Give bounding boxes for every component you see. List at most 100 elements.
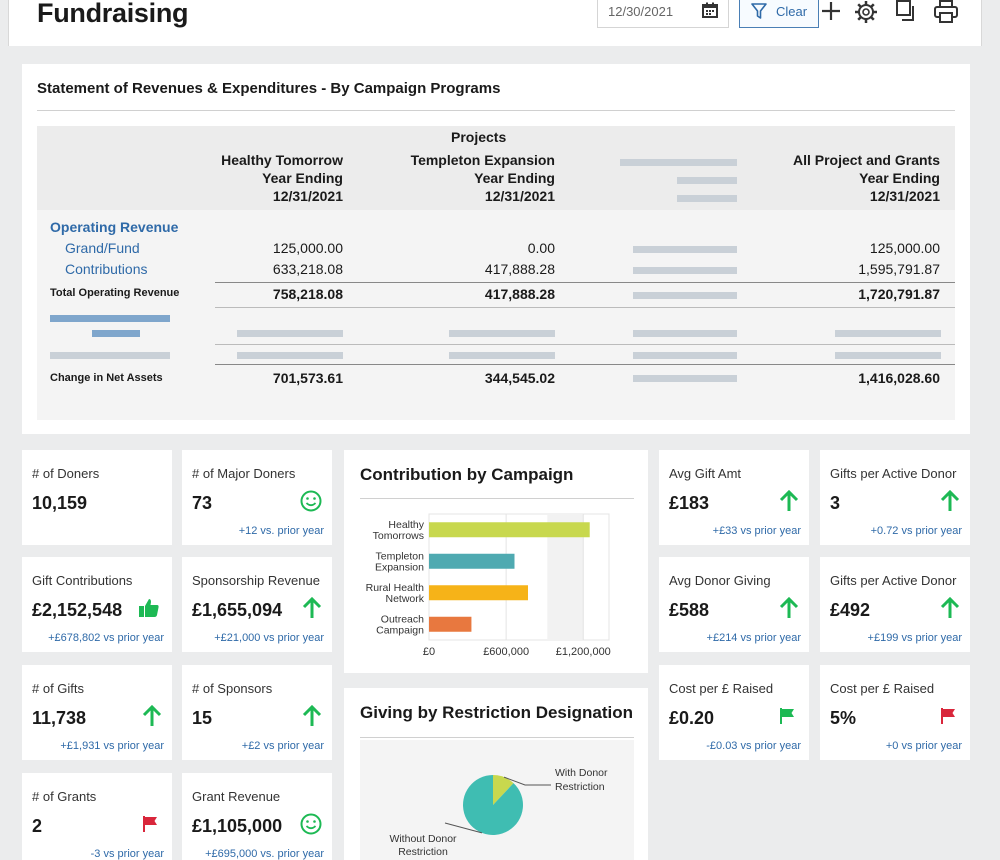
- leader-line: [503, 776, 551, 786]
- kpi-value: 3: [830, 493, 841, 513]
- statement-title: Statement of Revenues & Expenditures - B…: [37, 80, 501, 97]
- cell-grand-fund-templeton: 0.00: [527, 240, 555, 256]
- kpi-card-gifts-per-donor[interactable]: Gifts per Active Donor 3 +0.72 vs prior …: [820, 450, 970, 545]
- row-label-grand-fund[interactable]: Grand/Fund: [65, 240, 140, 256]
- bar-outreach-campaign[interactable]: [429, 616, 472, 632]
- kpi-card-major-doners[interactable]: # of Major Doners 73 +12 vs. prior year: [182, 450, 332, 545]
- date-picker[interactable]: 12/30/2021: [597, 0, 729, 28]
- kpi-card-sponsors[interactable]: # of Sponsors 15 +£2 vs prior year: [182, 665, 332, 760]
- gear-icon[interactable]: [854, 0, 878, 24]
- clear-filter-button[interactable]: Clear: [739, 0, 819, 28]
- pie-label: Without Donor: [389, 833, 457, 845]
- page-header: Fundraising 12/30/2021 Clear: [8, 0, 982, 46]
- kpi-label: Avg Gift Amt: [669, 466, 742, 481]
- projects-header: Projects: [451, 129, 507, 145]
- arrow-up-icon: [302, 597, 322, 618]
- cell-change-healthy: 701,573.61: [272, 370, 343, 386]
- filter-icon: [751, 3, 767, 19]
- kpi-comparison: +12 vs. prior year: [238, 525, 324, 537]
- kpi-value: 11,738: [32, 708, 87, 728]
- statement-table-header: [37, 126, 955, 210]
- kpi-card-cost-per-raised-percent[interactable]: Cost per £ Raised 5% +0 vs prior year: [820, 665, 970, 760]
- cell-contributions-templeton: 417,888.28: [484, 261, 555, 277]
- kpi-card-doners[interactable]: # of Doners 10,159: [22, 450, 172, 545]
- col-templeton-date: 12/31/2021: [484, 188, 555, 204]
- kpi-value: £2,152,548: [32, 600, 123, 620]
- kpi-label: Cost per £ Raised: [830, 681, 935, 696]
- placeholder-bar: [633, 246, 737, 253]
- bar-rural-health-network[interactable]: [429, 585, 528, 601]
- row-label-total-operating: Total Operating Revenue: [50, 287, 180, 299]
- kpi-label: # of Gifts: [32, 681, 85, 696]
- divider: [215, 344, 955, 345]
- row-label-change-net-assets: Change in Net Assets: [50, 372, 163, 384]
- divider: [215, 307, 955, 308]
- cell-change-templeton: 344,545.02: [484, 370, 555, 386]
- page-title: Fundraising: [37, 0, 189, 28]
- col-healthy-tomorrow-name: Healthy Tomorrow: [221, 152, 343, 168]
- kpi-card-avg-gift[interactable]: Avg Gift Amt £183 +£33 vs prior year: [659, 450, 809, 545]
- placeholder-bar: [677, 195, 737, 202]
- kpi-comparison: +£199 vs prior year: [867, 632, 962, 644]
- add-icon[interactable]: [821, 1, 841, 21]
- category-label: Outreach: [381, 613, 424, 625]
- leader-line: [444, 822, 483, 834]
- kpi-comparison: -3 vs prior year: [90, 848, 164, 860]
- cell-grand-fund-all: 125,000.00: [869, 240, 940, 256]
- divider: [215, 282, 955, 283]
- category-label: Expansion: [375, 561, 424, 573]
- col-healthy-tomorrow-period: Year Ending: [262, 170, 343, 186]
- arrow-up-icon: [779, 597, 799, 618]
- category-label: Rural Health: [366, 582, 425, 594]
- x-tick-label: £1,200,000: [556, 646, 611, 658]
- bar-templeton-expansion[interactable]: [429, 553, 515, 569]
- kpi-label: Cost per £ Raised: [669, 681, 774, 696]
- kpi-label: Sponsorship Revenue: [192, 573, 320, 588]
- statement-panel: Statement of Revenues & Expenditures - B…: [22, 64, 970, 434]
- red-flag-icon: [143, 816, 157, 832]
- kpi-comparison: +0.72 vs prior year: [870, 525, 962, 537]
- slice-without-donor-restriction[interactable]: [463, 775, 523, 835]
- kpi-label: # of Major Doners: [192, 466, 296, 481]
- col-healthy-tomorrow-date: 12/31/2021: [272, 188, 343, 204]
- kpi-label: # of Sponsors: [192, 681, 273, 696]
- kpi-value: £1,655,094: [192, 600, 283, 620]
- kpi-comparison: +£21,000 vs prior year: [214, 632, 324, 644]
- calendar-icon[interactable]: [702, 2, 718, 18]
- kpi-card-sponsorship-revenue[interactable]: Sponsorship Revenue £1,655,094 +£21,000 …: [182, 557, 332, 652]
- kpi-card-gifts[interactable]: # of Gifts 11,738 +£1,931 vs prior year: [22, 665, 172, 760]
- placeholder-bar: [237, 330, 343, 337]
- divider: [360, 498, 634, 499]
- slice-with-donor-restriction[interactable]: [493, 775, 514, 805]
- cell-grand-fund-healthy: 125,000.00: [272, 240, 343, 256]
- kpi-card-gifts-per-donor-2[interactable]: Gifts per Active Donor £492 +£199 vs pri…: [820, 557, 970, 652]
- print-icon[interactable]: [933, 0, 959, 24]
- kpi-label: Grant Revenue: [192, 789, 281, 804]
- placeholder-bar: [50, 352, 170, 359]
- kpi-card-avg-donor-giving[interactable]: Avg Donor Giving £588 +£214 vs prior yea…: [659, 557, 809, 652]
- kpi-comparison: +£678,802 vs prior year: [48, 632, 164, 644]
- col-templeton-period: Year Ending: [474, 170, 555, 186]
- green-flag-icon: [780, 708, 794, 724]
- divider: [360, 737, 634, 738]
- placeholder-bar: [620, 159, 737, 166]
- kpi-card-cost-per-raised[interactable]: Cost per £ Raised £0.20 -£0.03 vs prior …: [659, 665, 809, 760]
- placeholder-bar: [50, 315, 170, 322]
- contribution-by-campaign-card: Contribution by Campaign Healthy Tomorrow…: [344, 450, 648, 673]
- kpi-card-grant-revenue[interactable]: Grant Revenue £1,105,000 +£695,000 vs. p…: [182, 773, 332, 860]
- arrow-up-icon: [302, 705, 322, 726]
- kpi-card-gift-contributions[interactable]: Gift Contributions £2,152,548 +£678,802 …: [22, 557, 172, 652]
- row-label-contributions[interactable]: Contributions: [65, 261, 148, 277]
- pie-label: Restriction: [398, 846, 448, 858]
- bar-healthy-tomorrows[interactable]: [429, 522, 590, 538]
- kpi-comparison: +£2 vs prior year: [241, 740, 324, 752]
- cell-total-healthy: 758,218.08: [272, 286, 343, 302]
- kpi-card-grants[interactable]: # of Grants 2 -3 vs prior year: [22, 773, 172, 860]
- category-label: Tomorrows: [373, 530, 424, 542]
- thumbs-up-icon: [139, 599, 159, 617]
- category-label: Campaign: [376, 624, 424, 636]
- copy-icon[interactable]: [895, 0, 917, 22]
- smiley-icon: [300, 813, 322, 835]
- pie-label: Restriction: [555, 781, 605, 793]
- kpi-value: £588: [669, 600, 710, 620]
